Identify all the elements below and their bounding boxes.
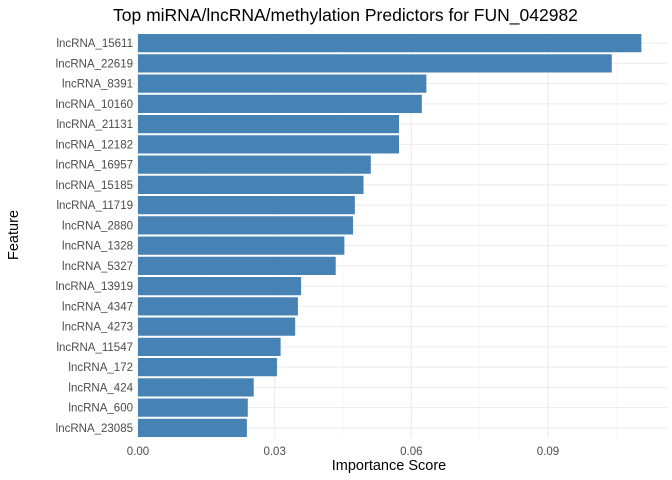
y-tick-label: lncRNA_11547	[56, 342, 133, 354]
y-tick-label: lncRNA_12182	[56, 139, 133, 151]
x-tick-label: 0.03	[263, 446, 285, 458]
bar-lncRNA_172	[138, 358, 277, 377]
bar-lncRNA_5327	[138, 256, 336, 275]
bar-lncRNA_11547	[138, 337, 281, 356]
y-tick-label: lncRNA_16957	[56, 160, 133, 172]
bar-lncRNA_15185	[138, 175, 364, 194]
y-tick-label: lncRNA_15185	[56, 180, 133, 192]
y-tick-label: lncRNA_8391	[62, 79, 133, 91]
bar-lncRNA_13919	[138, 277, 302, 296]
bar-lncRNA_8391	[138, 74, 427, 93]
y-tick-label: lncRNA_10160	[56, 99, 133, 111]
y-tick-label: lncRNA_600	[68, 403, 133, 415]
y-tick-label: lncRNA_15611	[56, 38, 133, 50]
y-tick-label: lncRNA_1328	[62, 241, 133, 253]
bar-lncRNA_12182	[138, 135, 400, 154]
bar-lncRNA_10160	[138, 94, 422, 113]
bar-lncRNA_1328	[138, 236, 345, 255]
bar-lncRNA_2880	[138, 216, 354, 235]
x-axis-title: Importance Score	[332, 458, 446, 474]
x-tick-labels: 0.00 0.03 0.06 0.09	[127, 446, 559, 458]
x-tick-label: 0.00	[127, 446, 149, 458]
x-tick-label: 0.09	[537, 446, 559, 458]
bar-lncRNA_23085	[138, 418, 247, 437]
y-tick-label: lncRNA_11719	[56, 200, 133, 212]
y-tick-label: lncRNA_424	[68, 382, 133, 394]
y-tick-label: lncRNA_2880	[62, 220, 133, 232]
y-tick-label: lncRNA_13919	[56, 281, 133, 293]
grid-layer	[111, 33, 667, 438]
bar-lncRNA_424	[138, 378, 254, 397]
y-tick-label: lncRNA_22619	[56, 58, 133, 70]
bar-lncRNA_4273	[138, 317, 296, 336]
y-tick-label: lncRNA_23085	[56, 423, 133, 435]
x-tick-label: 0.06	[400, 446, 422, 458]
y-tick-label: lncRNA_4273	[62, 322, 133, 334]
bar-lncRNA_16957	[138, 155, 371, 174]
y-tick-label: lncRNA_172	[68, 362, 133, 374]
chart-title: Top miRNA/lncRNA/methylation Predictors …	[113, 5, 578, 26]
y-tick-label: lncRNA_21131	[56, 119, 133, 131]
y-tick-label: lncRNA_4347	[62, 301, 133, 313]
bar-lncRNA_15611	[138, 34, 642, 53]
bars-layer	[138, 34, 642, 437]
bar-lncRNA_600	[138, 398, 248, 417]
bar-lncRNA_22619	[138, 54, 612, 73]
bar-lncRNA_21131	[138, 115, 400, 134]
bar-lncRNA_4347	[138, 297, 298, 316]
y-axis-title: Feature	[6, 210, 22, 260]
y-tick-label: lncRNA_5327	[62, 261, 133, 273]
bar-lncRNA_11719	[138, 196, 355, 215]
y-tick-labels: lncRNA_15611 lncRNA_22619 lncRNA_8391 lncRN…	[56, 38, 134, 435]
